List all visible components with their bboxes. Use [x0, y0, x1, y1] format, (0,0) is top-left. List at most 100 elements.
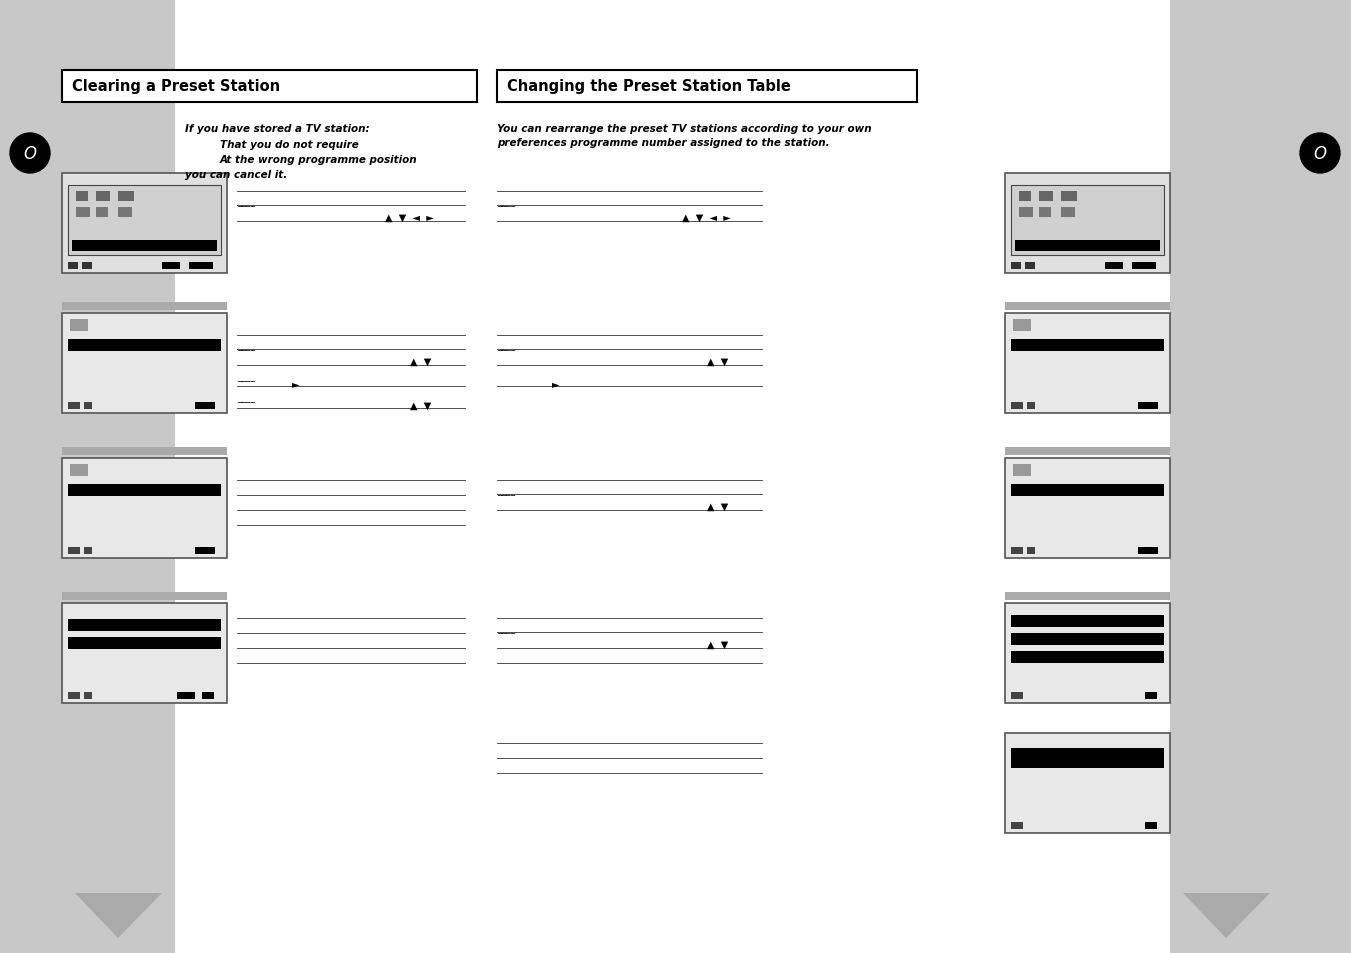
- Text: ____: ____: [497, 198, 515, 207]
- Bar: [1011, 634, 1165, 645]
- Bar: [1011, 339, 1165, 352]
- Bar: [1005, 448, 1170, 456]
- Bar: [1011, 484, 1165, 497]
- Bar: [162, 263, 180, 270]
- Text: Changing the Preset Station Table: Changing the Preset Station Table: [507, 79, 790, 94]
- Bar: [68, 263, 78, 270]
- Bar: [1011, 748, 1165, 768]
- Text: ►: ►: [553, 378, 559, 389]
- Circle shape: [9, 133, 50, 173]
- Bar: [1005, 314, 1170, 414]
- Bar: [70, 319, 88, 332]
- Text: ____: ____: [497, 624, 515, 634]
- Bar: [62, 314, 227, 414]
- Text: ____: ____: [497, 341, 515, 351]
- Bar: [68, 484, 222, 497]
- Bar: [1027, 402, 1035, 410]
- Bar: [1138, 402, 1158, 410]
- Text: That you do not require: That you do not require: [220, 140, 359, 150]
- Bar: [62, 593, 227, 600]
- Bar: [195, 402, 215, 410]
- Text: ▲  ▼  ◄  ►: ▲ ▼ ◄ ►: [682, 213, 731, 223]
- Bar: [68, 186, 222, 255]
- Bar: [1105, 263, 1123, 270]
- Bar: [70, 464, 88, 476]
- Text: You can rearrange the preset TV stations according to your own: You can rearrange the preset TV stations…: [497, 124, 871, 133]
- Bar: [76, 208, 91, 218]
- Polygon shape: [76, 893, 162, 938]
- Text: ▲  ▼  ◄  ►: ▲ ▼ ◄ ►: [385, 213, 434, 223]
- Bar: [0, 0, 176, 953]
- Bar: [1170, 0, 1351, 953]
- Bar: [68, 638, 222, 649]
- Bar: [62, 448, 227, 456]
- Bar: [84, 692, 92, 700]
- Bar: [62, 173, 227, 274]
- Bar: [1025, 263, 1035, 270]
- Bar: [189, 263, 213, 270]
- Bar: [96, 192, 109, 202]
- Bar: [118, 208, 132, 218]
- Bar: [62, 603, 227, 703]
- Text: preferences programme number assigned to the station.: preferences programme number assigned to…: [497, 138, 830, 148]
- Bar: [1005, 733, 1170, 833]
- Text: ____: ____: [236, 394, 255, 402]
- Text: At the wrong programme position: At the wrong programme position: [220, 154, 417, 165]
- Bar: [68, 547, 80, 555]
- Bar: [1011, 651, 1165, 663]
- Text: O: O: [1313, 145, 1327, 163]
- Text: you can cancel it.: you can cancel it.: [185, 170, 288, 180]
- Bar: [1005, 593, 1170, 600]
- Text: ▲  ▼: ▲ ▼: [707, 501, 728, 512]
- Bar: [1015, 241, 1161, 252]
- Bar: [118, 192, 134, 202]
- Polygon shape: [1183, 893, 1270, 938]
- Bar: [1132, 263, 1156, 270]
- Bar: [1011, 402, 1023, 410]
- Bar: [68, 339, 222, 352]
- Text: ▲  ▼: ▲ ▼: [409, 356, 431, 367]
- Bar: [76, 192, 88, 202]
- Bar: [1039, 208, 1051, 218]
- Bar: [1011, 616, 1165, 627]
- Bar: [68, 402, 80, 410]
- Text: ____: ____: [497, 486, 515, 496]
- Bar: [1005, 173, 1170, 274]
- Bar: [1013, 464, 1031, 476]
- Text: ____: ____: [236, 198, 255, 207]
- Bar: [1027, 547, 1035, 555]
- Bar: [62, 303, 227, 311]
- Text: ►: ►: [292, 378, 300, 389]
- Bar: [1011, 547, 1023, 555]
- Text: O: O: [23, 145, 36, 163]
- Text: ▲  ▼: ▲ ▼: [707, 639, 728, 649]
- Text: ____: ____: [236, 341, 255, 351]
- Bar: [82, 263, 92, 270]
- Bar: [62, 71, 477, 103]
- Bar: [1005, 303, 1170, 311]
- Bar: [1011, 263, 1021, 270]
- Bar: [1005, 458, 1170, 558]
- Bar: [1061, 192, 1077, 202]
- Bar: [1019, 192, 1031, 202]
- Bar: [1146, 692, 1156, 700]
- Bar: [1061, 208, 1075, 218]
- Bar: [1019, 208, 1034, 218]
- Text: ____: ____: [236, 373, 255, 381]
- Bar: [62, 458, 227, 558]
- Bar: [1013, 319, 1031, 332]
- Text: ▲  ▼: ▲ ▼: [409, 400, 431, 411]
- Text: If you have stored a TV station:: If you have stored a TV station:: [185, 124, 370, 133]
- Text: Clearing a Preset Station: Clearing a Preset Station: [72, 79, 280, 94]
- Circle shape: [1300, 133, 1340, 173]
- Bar: [497, 71, 917, 103]
- Bar: [203, 692, 213, 700]
- Bar: [195, 547, 215, 555]
- Bar: [1005, 603, 1170, 703]
- Bar: [84, 547, 92, 555]
- Bar: [72, 241, 218, 252]
- Bar: [68, 619, 222, 631]
- Bar: [1138, 547, 1158, 555]
- Bar: [177, 692, 195, 700]
- Bar: [68, 692, 80, 700]
